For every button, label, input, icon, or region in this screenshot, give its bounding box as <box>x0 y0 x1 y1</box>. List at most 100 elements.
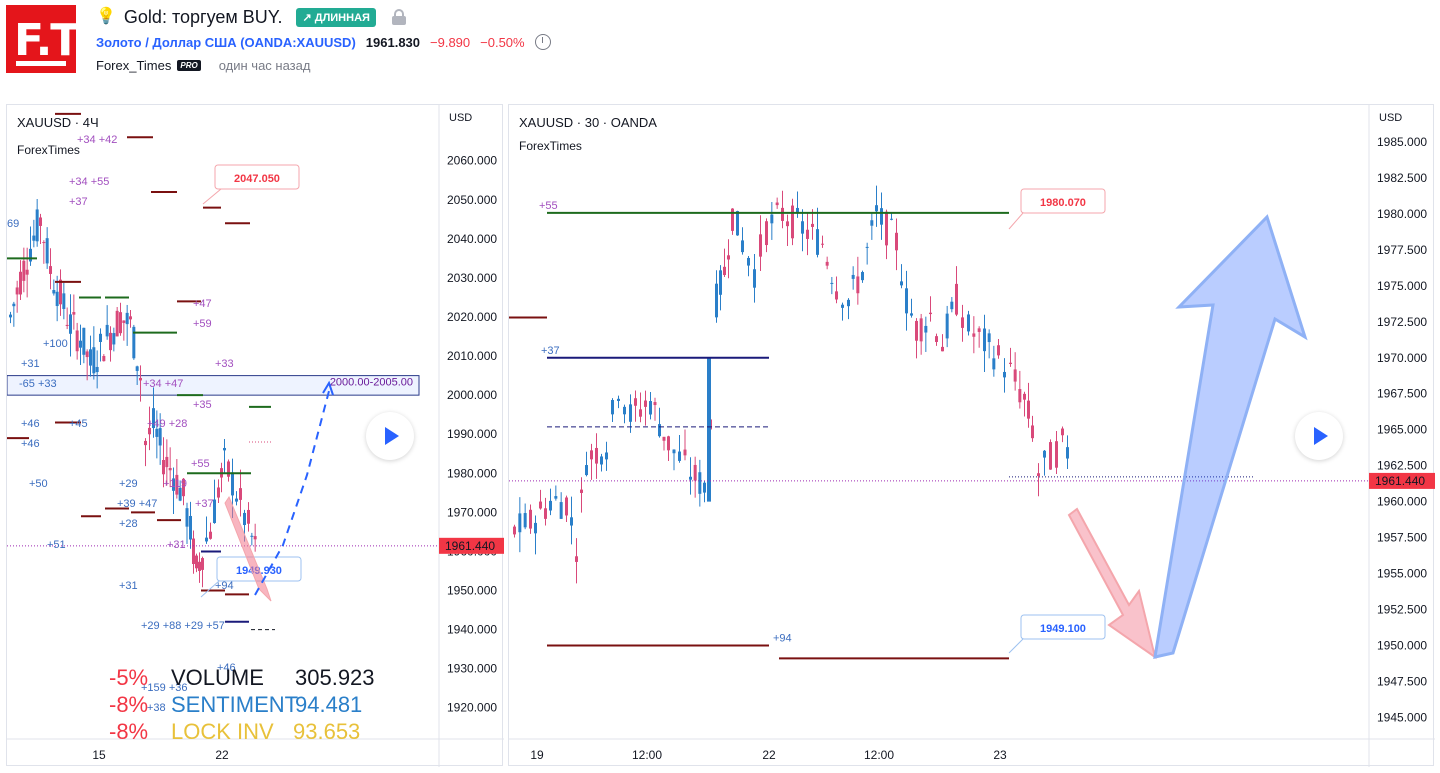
candle-body <box>59 279 62 305</box>
trade-annotation: +100 <box>43 338 68 350</box>
candle-body <box>629 404 632 422</box>
current-price: 1961.830 <box>365 34 421 50</box>
candle-body <box>162 460 165 475</box>
candle-body <box>731 208 734 231</box>
candle-body <box>649 401 652 415</box>
trade-annotation: +55 <box>539 200 558 212</box>
candle-body <box>875 205 878 212</box>
chart-30m-canvas[interactable]: 1985.000 1982.500 1980.000 1977.500 1975.000… <box>509 105 1435 767</box>
price-tick-label: 1977.500 <box>1377 243 1427 257</box>
stat-name: VOLUME <box>171 665 264 690</box>
candle-body <box>595 447 598 464</box>
price-change: −9.890 <box>430 34 471 50</box>
candle-body <box>1061 428 1064 436</box>
candle-body <box>806 229 809 239</box>
candle-body <box>518 513 522 533</box>
play-button-icon[interactable] <box>1295 412 1343 460</box>
candle-body <box>49 266 52 274</box>
candle-body <box>15 287 19 295</box>
trade-annotation: +37 <box>541 345 560 357</box>
candle-body <box>723 266 726 276</box>
candle-body <box>580 489 583 493</box>
chart-panel-30m[interactable]: 1985.000 1982.500 1980.000 1977.500 1975.000… <box>508 104 1435 767</box>
stat-pct: -5% <box>109 665 149 690</box>
candle-body <box>693 464 697 481</box>
time-tick-label: 19 <box>530 748 544 762</box>
chart-panel-4h[interactable]: 2060.000 2050.000 2040.000 2030.000 2020.000… <box>6 104 504 767</box>
candle-body <box>765 221 768 246</box>
price-tick-label: 1945.000 <box>1377 710 1427 724</box>
candle-body <box>172 478 175 491</box>
candle-body <box>112 333 116 345</box>
candle-body <box>19 271 22 295</box>
support-zone <box>7 375 420 396</box>
candle-body <box>895 232 898 251</box>
candle-body <box>89 349 92 366</box>
candle-body <box>741 240 744 253</box>
stat-value: 93.653 <box>293 719 361 744</box>
symbol-link[interactable]: Золото / Доллар США (OANDA:XAUUSD) <box>96 34 356 50</box>
candle-body <box>955 283 958 315</box>
trade-annotation: +46 <box>21 438 40 450</box>
candle-body <box>122 320 126 323</box>
price-change-pct: −0.50% <box>480 34 525 50</box>
time-tick-label: 15 <box>92 748 106 762</box>
candle-body <box>1018 389 1022 403</box>
candle-body <box>639 409 642 417</box>
candle-body <box>155 428 159 437</box>
candle-body <box>125 312 129 325</box>
price-tick-label: 2060.000 <box>447 154 497 168</box>
price-tick-label: 1940.000 <box>447 623 497 637</box>
candle-body <box>109 332 112 351</box>
candle-body <box>683 449 687 456</box>
candle-body <box>22 260 26 281</box>
trade-annotation: +51 <box>47 539 66 551</box>
candle-body <box>841 304 844 308</box>
idea-header: F.T. 💡 Gold: торгуем BUY. ↗ ДЛИННАЯ Золо… <box>0 0 1440 100</box>
candle-body <box>658 424 661 437</box>
candle-body <box>554 496 558 499</box>
candle-body <box>158 428 162 446</box>
idea-title-row: 💡 Gold: торгуем BUY. ↗ ДЛИННАЯ <box>96 6 406 28</box>
callout-pointer <box>202 188 222 205</box>
candle-body <box>513 526 516 535</box>
trade-annotation: +29 +88 +29 +57 <box>141 620 225 632</box>
price-tick-label: 1985.000 <box>1377 135 1427 149</box>
forex-times-logo[interactable]: F.T. <box>6 5 88 73</box>
zone-label: 2000.00-2005.00 <box>330 377 413 389</box>
candle-body <box>870 220 874 226</box>
trade-annotation: +34 +55 <box>69 176 109 188</box>
candle-body <box>941 346 944 352</box>
candle-body <box>992 358 996 370</box>
play-button-icon[interactable] <box>366 412 414 460</box>
candle-body <box>856 276 860 294</box>
candle-body <box>1055 441 1058 468</box>
candle-body <box>811 223 814 227</box>
bullish-projection <box>254 390 330 596</box>
author-row: Forex_Times PRO один час назад <box>96 58 310 73</box>
author-name[interactable]: Forex_Times <box>96 58 172 73</box>
candle-body <box>105 324 109 337</box>
candle-body <box>247 509 250 524</box>
price-tick-label: 2030.000 <box>447 271 497 285</box>
trade-annotation: +159 +36 <box>141 682 188 694</box>
candle-body <box>52 290 56 294</box>
candle-body <box>585 465 588 476</box>
candle-body <box>132 326 136 359</box>
callout-pointer <box>200 580 220 598</box>
chart-4h-canvas[interactable]: 2060.000 2050.000 2040.000 2030.000 2020.000… <box>7 105 504 767</box>
candle-body <box>565 497 568 516</box>
candle-body <box>821 243 824 245</box>
price-tick-label: 1957.500 <box>1377 531 1427 545</box>
trade-annotation: +37 <box>69 196 88 208</box>
bearish-arrow <box>224 495 272 602</box>
candle-body <box>129 316 132 320</box>
candle-body <box>575 556 578 562</box>
projection-arrowhead <box>322 380 334 396</box>
last-price-label: 1961.440 <box>445 539 495 553</box>
trade-annotation: +45 <box>69 418 88 430</box>
stat-name: LOCK INV <box>171 719 274 744</box>
price-tick-label: 1967.500 <box>1377 387 1427 401</box>
candle-body <box>851 274 855 279</box>
alarm-clock-icon[interactable] <box>534 34 551 50</box>
